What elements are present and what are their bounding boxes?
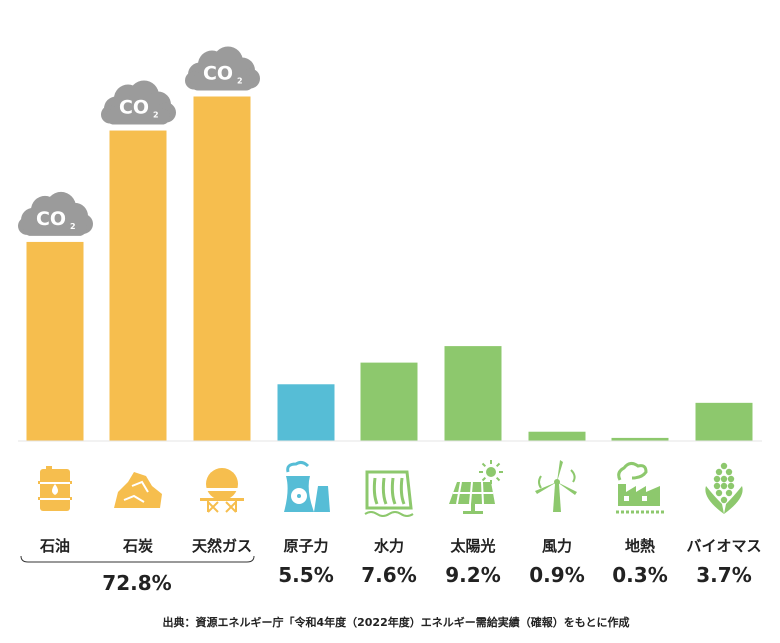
co2-cloud: CO 2 — [101, 80, 176, 125]
bar-3 — [193, 96, 251, 441]
category-labels: 石油 石炭 天然ガス 原子力 水力 太陽光 風力 地熱 バイオマス — [39, 537, 762, 555]
hydro-dam-icon — [364, 470, 414, 517]
co2-cloud: CO 2 — [18, 191, 93, 236]
percent-label: 7.6% — [361, 563, 416, 587]
category-label: 天然ガス — [192, 537, 252, 555]
fossil-total-label: 72.8% — [102, 571, 171, 595]
solar-panel-icon — [449, 460, 503, 514]
co2-label: CO — [119, 97, 149, 119]
co2-subscript: 2 — [70, 222, 76, 231]
fossil-bracket — [20, 555, 255, 563]
co2-label: CO — [36, 208, 66, 230]
percent-label: 9.2% — [445, 563, 500, 587]
category-label: 石炭 — [122, 537, 153, 555]
bar-5 — [360, 362, 418, 441]
percent-labels: 5.5% 7.6% 9.2% 0.9% 0.3% 3.7% — [278, 563, 751, 587]
bar-7 — [528, 431, 586, 441]
oil-barrel-icon — [38, 466, 72, 511]
icons — [38, 460, 743, 517]
category-label: 石油 — [39, 537, 70, 555]
geothermal-plant-icon — [616, 461, 664, 514]
percent-label: 5.5% — [278, 563, 333, 587]
co2-cloud: CO 2 — [185, 46, 260, 91]
category-label: 太陽光 — [450, 537, 495, 555]
percent-label: 3.7% — [696, 563, 751, 587]
category-label: 地熱 — [625, 537, 655, 555]
co2-subscript: 2 — [237, 77, 243, 86]
category-label: 風力 — [542, 537, 572, 555]
category-label: 水力 — [374, 537, 404, 555]
bar-9 — [695, 402, 753, 441]
co2-clouds: CO 2 CO 2 CO 2 — [18, 46, 260, 236]
gas-tank-icon — [200, 468, 244, 513]
bars — [26, 96, 753, 442]
source-note: 出典：資源エネルギー庁「令和4年度（2022年度）エネルギー需給実績（確報）をも… — [162, 615, 629, 629]
wind-turbine-icon — [535, 460, 577, 512]
co2-subscript: 2 — [153, 111, 159, 120]
co2-label: CO — [203, 63, 233, 85]
category-label: 原子力 — [283, 537, 328, 555]
bar-6 — [444, 346, 502, 441]
percent-label: 0.3% — [612, 563, 667, 587]
nuclear-plant-icon — [284, 460, 330, 512]
bar-8 — [611, 437, 669, 441]
coal-icon — [114, 472, 162, 508]
biomass-corn-icon — [705, 462, 743, 514]
bar-4 — [277, 384, 335, 441]
bar-1 — [26, 241, 84, 441]
bar-2 — [109, 130, 167, 442]
category-label: バイオマス — [686, 537, 761, 555]
percent-label: 0.9% — [529, 563, 584, 587]
